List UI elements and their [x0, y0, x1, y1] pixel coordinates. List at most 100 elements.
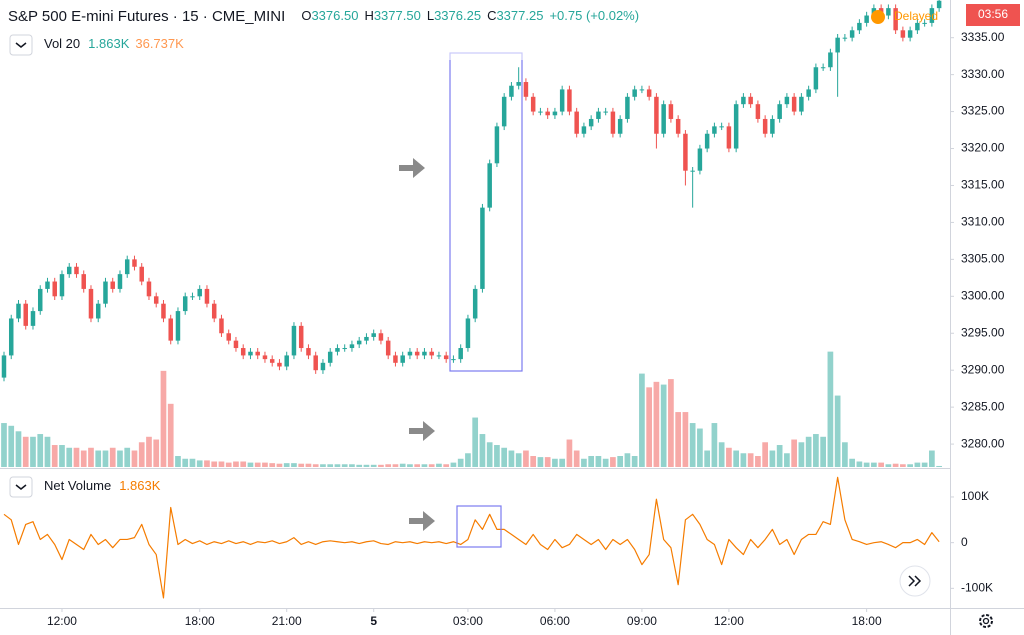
y-tick-label: 3335.00 — [961, 30, 1005, 44]
indicator-value: 1.863K — [119, 478, 161, 493]
indicator-ma: 36.737K — [135, 36, 184, 51]
volume-bar — [225, 462, 232, 467]
candle-body — [907, 30, 913, 38]
candle-body — [364, 336, 369, 341]
volume-bar — [610, 457, 616, 467]
volume-bar — [617, 456, 624, 467]
volume-bar — [914, 462, 921, 467]
y-tick-label: 3285.00 — [961, 399, 1005, 413]
candle-body — [915, 22, 920, 31]
volume-bar — [37, 434, 44, 467]
volume-bar — [428, 464, 435, 467]
x-tick-label: 18:00 — [185, 614, 215, 628]
candle-body — [501, 96, 507, 127]
candle-body — [298, 325, 304, 349]
candle-body — [248, 351, 253, 356]
candle-body — [835, 37, 840, 53]
volume-bar — [1, 423, 7, 467]
arrow — [399, 158, 425, 178]
candle-body — [385, 340, 391, 356]
price-label-box — [966, 4, 1020, 26]
badge-text: Delayed — [894, 9, 938, 23]
candle-body — [784, 96, 790, 105]
candle-body — [849, 30, 855, 38]
volume-bar — [320, 464, 326, 467]
candle-body — [291, 325, 297, 356]
net-volume-layer — [3, 476, 940, 599]
volume-bar — [631, 456, 638, 467]
candle-body — [646, 89, 652, 97]
candle-body — [45, 281, 50, 289]
candle-body — [733, 104, 739, 149]
volume-bar — [494, 445, 500, 467]
volume-bar — [602, 458, 609, 467]
collapse-button[interactable] — [9, 34, 33, 56]
settings-button[interactable] — [979, 614, 993, 628]
candle-body — [269, 359, 275, 363]
candle-body — [110, 281, 115, 289]
header-backdrop — [0, 0, 760, 60]
candle-body — [132, 259, 137, 267]
candle-body — [175, 311, 181, 341]
volume-bar — [740, 453, 747, 467]
delayed-badge[interactable]: Delayed — [871, 9, 938, 24]
y-tick-label: 3300.00 — [961, 288, 1005, 302]
volume-bar — [160, 370, 167, 467]
quote-value: 3377.50 — [374, 8, 421, 23]
volume-bar — [581, 458, 587, 467]
candle-body — [66, 266, 72, 275]
volume-bar — [820, 436, 826, 467]
x-tick-label: 12:00 — [714, 614, 744, 628]
candle-body — [690, 170, 695, 172]
volume-bar — [305, 463, 312, 467]
candle-body — [211, 303, 217, 319]
candle-body — [16, 303, 21, 319]
volume-bar — [443, 464, 450, 467]
price-label: 03:56 — [966, 4, 1020, 26]
scroll-button[interactable] — [899, 565, 931, 597]
candle-body — [697, 148, 703, 171]
volume-bar — [501, 447, 508, 467]
volume-bar — [595, 456, 602, 467]
chevron-icon — [15, 42, 27, 48]
volume-bar — [849, 458, 855, 467]
volume-bar — [254, 462, 261, 467]
volume-bar — [59, 445, 65, 467]
volume-bar — [711, 423, 718, 467]
volume-bar — [312, 464, 319, 467]
volume-bar — [211, 461, 218, 467]
candle-body — [617, 118, 623, 134]
volume-bar — [182, 458, 189, 467]
candle-body — [581, 126, 587, 134]
candle-body — [625, 96, 630, 119]
candle-body — [182, 296, 188, 312]
arrow — [409, 421, 435, 441]
candle-body — [284, 355, 289, 367]
volume-bar — [689, 423, 696, 467]
candle-body — [857, 22, 862, 31]
volume-bar — [762, 442, 768, 467]
y-tick-label: 3310.00 — [961, 215, 1005, 229]
candle-body — [516, 82, 521, 86]
y-tick-label: 3290.00 — [961, 362, 1005, 376]
candle-body — [197, 288, 202, 297]
volume-bar — [573, 450, 580, 467]
volume-bar — [805, 436, 812, 467]
y-tick-label: 3315.00 — [961, 178, 1005, 192]
candle-body — [632, 89, 637, 97]
net-volume-legend: Net Volume 1.863K — [9, 476, 161, 498]
volume-bar — [414, 464, 421, 467]
candle-body — [813, 67, 819, 90]
volume-bar — [900, 464, 906, 467]
candle-body — [335, 348, 340, 352]
candle-body — [349, 344, 355, 349]
volume-bar — [566, 439, 573, 467]
volume-bar — [530, 456, 537, 467]
quote-key: H — [364, 8, 373, 23]
volume-bar — [102, 450, 109, 467]
collapse-button[interactable] — [9, 476, 33, 498]
volume-bar — [175, 456, 181, 467]
candle-body — [88, 288, 94, 319]
y-tick-label: 0 — [961, 535, 968, 549]
quote-value: 3377.25 — [496, 8, 543, 23]
